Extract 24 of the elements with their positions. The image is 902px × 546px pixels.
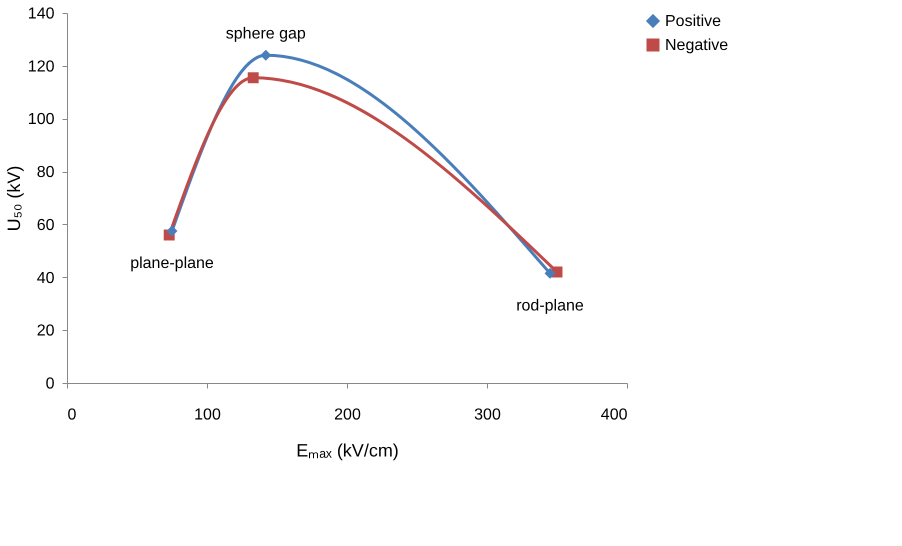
legend-label: Positive (665, 13, 722, 30)
y-tick-label: 120 (28, 58, 55, 76)
y-tick-label: 40 (36, 270, 55, 287)
y-tick-label: 80 (36, 164, 55, 182)
point (248, 72, 259, 84)
point (260, 50, 272, 61)
x-axis-title: Eₘₐₓ (kV/cm) (296, 440, 399, 460)
x-tick-label: 300 (474, 406, 501, 424)
point (166, 226, 178, 237)
x-tick-label: 200 (334, 406, 361, 424)
annotation: plane-plane (130, 255, 214, 272)
legend-label: Negative (665, 37, 728, 54)
y-axis-title: U₅₀ (kV) (4, 166, 24, 232)
annotation: rod-plane (516, 297, 584, 314)
x-tick-label: 400 (600, 406, 628, 424)
y-tick-label: 60 (36, 216, 55, 234)
y-tick-label: 20 (36, 322, 55, 340)
y-tick-label: 100 (28, 111, 55, 128)
x-tick-label: 0 (68, 406, 76, 424)
x-tick-label: 100 (194, 406, 221, 424)
y-tick-label: 140 (28, 6, 55, 22)
point (544, 268, 556, 279)
y-tick-label: 0 (46, 376, 55, 392)
annotation: sphere gap (226, 25, 306, 42)
